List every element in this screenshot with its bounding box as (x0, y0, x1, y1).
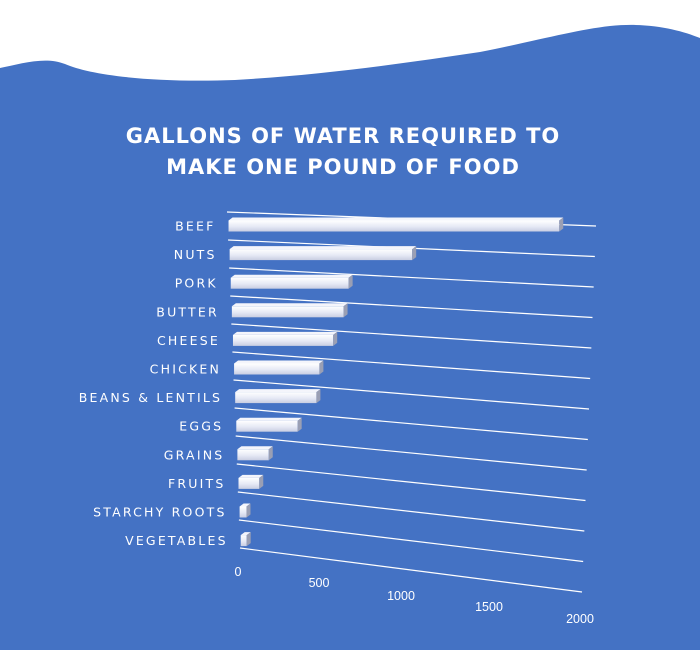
bar-end-face (246, 503, 251, 518)
gridline (229, 267, 594, 288)
chart-title-line-2: MAKE ONE POUND OF FOOD (166, 155, 520, 179)
bar-fruits (238, 474, 264, 489)
category-label-butter: BUTTER (156, 304, 219, 319)
bar-end-face (333, 331, 338, 346)
gridline (238, 519, 584, 563)
bar-butter (231, 303, 348, 318)
bar-pork (230, 274, 353, 289)
gridline (236, 463, 586, 502)
bar-end-face (348, 274, 353, 289)
bar-top-face (237, 446, 273, 450)
gridline (237, 491, 585, 532)
bars (228, 217, 564, 547)
bar-eggs (236, 417, 302, 432)
bar-beef (228, 217, 564, 232)
bar-front-face (240, 535, 247, 547)
bar-starchy-roots (239, 503, 251, 518)
category-label-starchy-roots: STARCHY ROOTS (93, 505, 226, 520)
bar-chicken (234, 360, 324, 375)
bar-end-face (316, 389, 321, 404)
bar-end-face (246, 532, 251, 547)
bar-beans-and-lentils (235, 389, 321, 404)
category-label-chicken: CHICKEN (150, 362, 221, 377)
bar-top-face (229, 246, 417, 250)
category-label-nuts: NUTS (174, 247, 217, 262)
bar-front-face (231, 306, 344, 318)
gridline (231, 323, 592, 349)
bar-front-face (239, 506, 247, 518)
bar-cheese (232, 331, 338, 346)
bar-top-face (238, 474, 264, 478)
bar-front-face (228, 220, 560, 232)
bar-top-face (239, 503, 251, 507)
bar-end-face (343, 303, 348, 318)
gridline (235, 435, 587, 471)
category-label-eggs: EGGS (179, 419, 223, 434)
category-label-fruits: FRUITS (168, 476, 225, 491)
bar-end-face (319, 360, 324, 375)
wave-background (0, 24, 700, 650)
gridline (233, 379, 590, 410)
bar-vegetables (240, 532, 251, 547)
x-tick-1500: 1500 (475, 600, 503, 614)
category-label-cheese: CHEESE (157, 333, 220, 348)
category-label-grains: GRAINS (164, 447, 225, 462)
category-label-vegetables: VEGETABLES (125, 533, 228, 548)
bar-front-face (230, 277, 349, 289)
bar-front-face (229, 249, 413, 261)
x-tick-1000: 1000 (387, 589, 415, 603)
category-label-beef: BEEF (175, 219, 215, 234)
bar-front-face (234, 363, 320, 375)
bar-top-face (235, 389, 321, 393)
bar-front-face (237, 449, 269, 461)
bar-end-face (259, 474, 264, 489)
category-label-beans-and-lentils: BEANS & LENTILS (79, 390, 222, 405)
bar-front-face (232, 334, 334, 346)
bar-top-face (230, 274, 353, 278)
bar-front-face (238, 477, 260, 489)
bar-front-face (236, 420, 298, 432)
x-axis-ticks: 0 500 1000 1500 2000 (235, 565, 594, 626)
bar-top-face (228, 217, 564, 221)
x-tick-2000: 2000 (566, 612, 594, 626)
gridline (230, 295, 593, 319)
bar-top-face (234, 360, 324, 364)
bar-top-face (240, 532, 251, 536)
bar-top-face (231, 303, 348, 307)
bar-top-face (236, 417, 302, 421)
bar-end-face (559, 217, 564, 232)
bar-end-face (268, 446, 273, 461)
bar-nuts (229, 246, 417, 261)
chart-title-line-1: GALLONS OF WATER REQUIRED TO (126, 124, 561, 148)
bar-grains (237, 446, 273, 461)
category-label-pork: PORK (175, 276, 218, 291)
gridline (234, 407, 588, 441)
x-tick-0: 0 (235, 565, 242, 579)
gridline (239, 547, 583, 593)
bar-top-face (232, 331, 338, 335)
bar-front-face (235, 392, 317, 404)
bar-end-face (297, 417, 302, 432)
bar-end-face (412, 246, 417, 261)
gridline (232, 351, 591, 380)
x-tick-500: 500 (309, 576, 330, 590)
category-labels: BEEF NUTS PORK BUTTER CHEESE CHICKEN BEANS & L… (79, 219, 228, 549)
